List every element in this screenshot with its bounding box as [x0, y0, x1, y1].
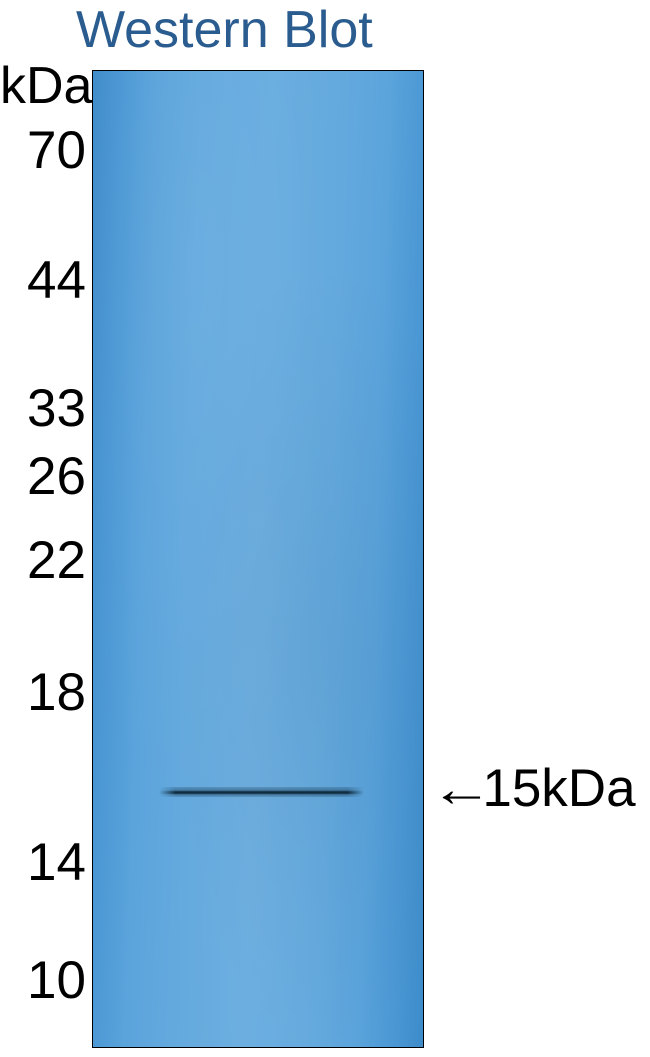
mw-marker-label: 22 — [0, 530, 86, 591]
mw-marker-label: 33 — [0, 378, 86, 439]
band-size-label: 15kDa — [482, 758, 635, 819]
arrow-left-icon: ← — [430, 759, 493, 818]
mw-marker-label: 70 — [0, 120, 86, 181]
mw-marker-label: 44 — [0, 250, 86, 311]
mw-marker-label: 18 — [0, 662, 86, 723]
figure-title: Western Blot — [76, 0, 373, 60]
unit-label: kDa — [0, 56, 92, 116]
blot-membrane — [92, 70, 424, 1048]
mw-marker-label: 10 — [0, 950, 86, 1011]
mw-marker-label: 26 — [0, 446, 86, 507]
western-blot-figure: { "title": { "text": "Western Blot", "co… — [0, 0, 650, 1057]
membrane-noise — [93, 71, 423, 1047]
band-annotation: ←15kDa — [430, 758, 636, 819]
mw-marker-label: 14 — [0, 832, 86, 893]
protein-band — [159, 787, 364, 797]
